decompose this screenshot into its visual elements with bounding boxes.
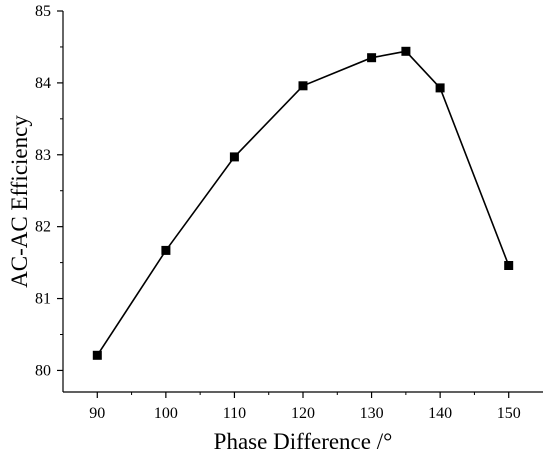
y-tick-label: 80 xyxy=(35,362,51,379)
x-tick-label: 120 xyxy=(291,405,315,422)
data-point xyxy=(504,261,514,270)
x-tick-label: 140 xyxy=(428,405,452,422)
y-tick-label: 84 xyxy=(35,75,51,92)
markers xyxy=(92,46,514,360)
data-point xyxy=(92,350,102,360)
y-axis-title: AC-AC Efficiency xyxy=(7,115,32,288)
x-tick-label: 90 xyxy=(89,405,105,422)
x-tick-label: 150 xyxy=(497,405,521,422)
x-tick-label: 110 xyxy=(223,405,246,422)
y-tick-label: 85 xyxy=(35,3,51,20)
series xyxy=(96,50,510,356)
series-line xyxy=(96,50,510,356)
y-tick-label: 83 xyxy=(35,147,51,164)
x-tick-label: 130 xyxy=(360,405,384,422)
ticks: 90 100 110 120 130 140 150 80 81 82 83 84 85 xyxy=(35,3,521,422)
data-point xyxy=(401,46,411,56)
x-axis-title: Phase Difference /° xyxy=(214,429,393,454)
axes xyxy=(62,11,543,393)
data-point xyxy=(161,245,171,255)
y-tick-label: 82 xyxy=(35,219,51,236)
x-tick-label: 100 xyxy=(154,405,178,422)
data-point xyxy=(435,83,445,93)
data-point xyxy=(229,152,239,162)
data-point xyxy=(298,81,308,91)
data-point xyxy=(367,53,377,63)
y-tick-label: 81 xyxy=(35,291,51,308)
